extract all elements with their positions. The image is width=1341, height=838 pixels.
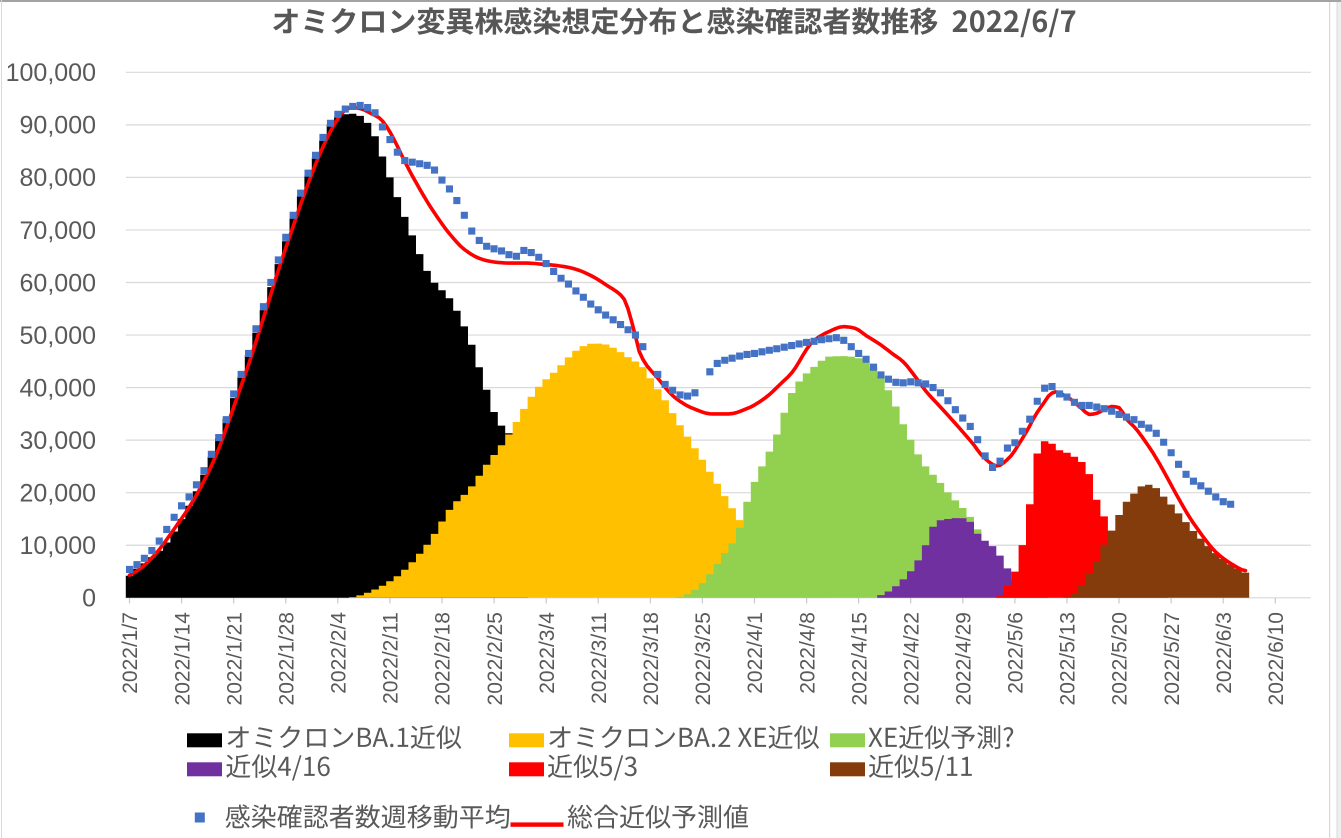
svg-text:2022/3/18: 2022/3/18 [640, 612, 663, 705]
svg-text:2022/2/18: 2022/2/18 [432, 612, 455, 705]
svg-text:2022/4/1: 2022/4/1 [744, 612, 767, 694]
svg-text:2022/3/25: 2022/3/25 [692, 612, 715, 705]
svg-text:50,000: 50,000 [20, 322, 96, 350]
svg-text:2022/6/10: 2022/6/10 [1265, 612, 1288, 705]
svg-text:2022/5/27: 2022/5/27 [1161, 612, 1184, 705]
svg-text:2022/3/4: 2022/3/4 [536, 612, 559, 694]
svg-text:2022/6/3: 2022/6/3 [1213, 612, 1236, 694]
svg-text:2022/4/29: 2022/4/29 [953, 612, 976, 705]
svg-text:2022/3/11: 2022/3/11 [588, 612, 611, 704]
svg-text:2022/5/13: 2022/5/13 [1057, 612, 1080, 705]
svg-text:60,000: 60,000 [20, 269, 96, 297]
svg-text:40,000: 40,000 [20, 374, 96, 402]
svg-text:2022/2/11: 2022/2/11 [380, 612, 403, 704]
svg-text:30,000: 30,000 [20, 427, 96, 455]
svg-text:70,000: 70,000 [20, 217, 96, 245]
svg-text:80,000: 80,000 [20, 164, 96, 192]
svg-text:100,000: 100,000 [6, 59, 96, 87]
svg-text:2022/4/8: 2022/4/8 [796, 612, 819, 694]
svg-text:2022/5/20: 2022/5/20 [1109, 612, 1132, 705]
svg-text:2022/1/14: 2022/1/14 [171, 612, 194, 706]
svg-text:2022/4/15: 2022/4/15 [848, 612, 871, 705]
svg-text:2022/2/4: 2022/2/4 [328, 612, 351, 694]
svg-text:0: 0 [82, 585, 96, 613]
svg-text:2022/1/7: 2022/1/7 [119, 612, 142, 694]
svg-text:2022/4/22: 2022/4/22 [900, 612, 923, 705]
svg-text:2022/1/28: 2022/1/28 [276, 612, 299, 705]
svg-text:2022/5/6: 2022/5/6 [1005, 612, 1028, 694]
svg-text:90,000: 90,000 [20, 112, 96, 140]
svg-text:20,000: 20,000 [20, 480, 96, 508]
svg-text:10,000: 10,000 [20, 532, 96, 560]
svg-text:2022/1/21: 2022/1/21 [223, 612, 246, 705]
svg-text:2022/2/25: 2022/2/25 [484, 612, 507, 705]
